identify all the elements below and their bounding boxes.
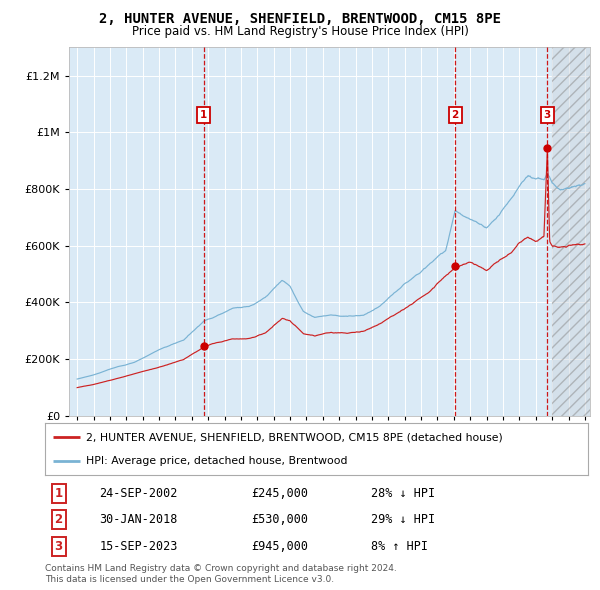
Text: 28% ↓ HPI: 28% ↓ HPI	[371, 487, 435, 500]
Bar	[552, 47, 600, 416]
Text: 30-JAN-2018: 30-JAN-2018	[100, 513, 178, 526]
Text: £530,000: £530,000	[251, 513, 308, 526]
Text: 3: 3	[544, 110, 551, 120]
Text: 8% ↑ HPI: 8% ↑ HPI	[371, 540, 428, 553]
Text: Contains HM Land Registry data © Crown copyright and database right 2024.: Contains HM Land Registry data © Crown c…	[45, 564, 397, 573]
Text: 3: 3	[55, 540, 62, 553]
Text: 24-SEP-2002: 24-SEP-2002	[100, 487, 178, 500]
Text: 29% ↓ HPI: 29% ↓ HPI	[371, 513, 435, 526]
Text: 2, HUNTER AVENUE, SHENFIELD, BRENTWOOD, CM15 8PE (detached house): 2, HUNTER AVENUE, SHENFIELD, BRENTWOOD, …	[86, 432, 502, 442]
Text: 1: 1	[200, 110, 208, 120]
Text: £245,000: £245,000	[251, 487, 308, 500]
Text: £945,000: £945,000	[251, 540, 308, 553]
Text: 15-SEP-2023: 15-SEP-2023	[100, 540, 178, 553]
Text: Price paid vs. HM Land Registry's House Price Index (HPI): Price paid vs. HM Land Registry's House …	[131, 25, 469, 38]
Bar	[552, 47, 600, 416]
Text: 2: 2	[452, 110, 459, 120]
Text: 2: 2	[55, 513, 62, 526]
Text: 2, HUNTER AVENUE, SHENFIELD, BRENTWOOD, CM15 8PE: 2, HUNTER AVENUE, SHENFIELD, BRENTWOOD, …	[99, 12, 501, 26]
Text: 1: 1	[55, 487, 62, 500]
Text: HPI: Average price, detached house, Brentwood: HPI: Average price, detached house, Bren…	[86, 456, 347, 466]
Text: This data is licensed under the Open Government Licence v3.0.: This data is licensed under the Open Gov…	[45, 575, 334, 584]
